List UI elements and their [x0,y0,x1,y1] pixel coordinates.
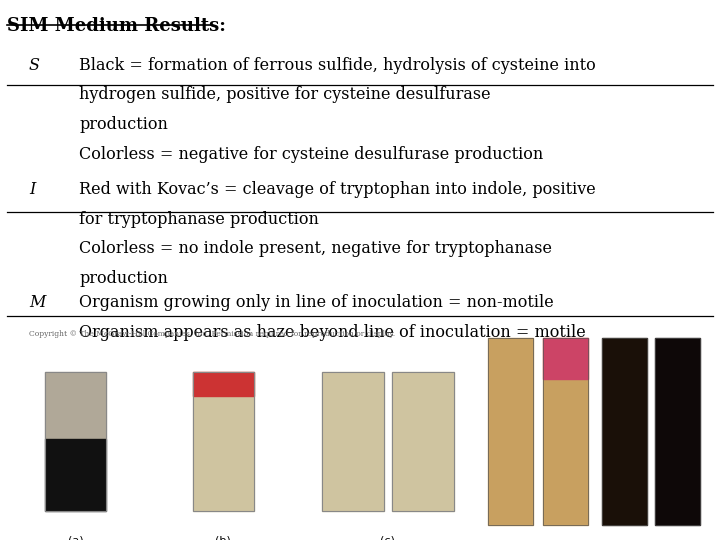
Bar [654,338,700,525]
Text: Colorless = no indole present, negative for tryptophanase: Colorless = no indole present, negative … [79,240,552,257]
Bar [603,338,647,525]
Bar [322,372,384,511]
Text: M: M [29,294,45,311]
Bar [488,338,534,525]
Bar [322,372,384,511]
Text: (a): (a) [68,535,84,540]
Text: production: production [79,270,168,287]
Text: Red with Kovac’s = cleavage of tryptophan into indole, positive: Red with Kovac’s = cleavage of tryptopha… [79,181,596,198]
Bar [193,372,254,396]
Text: Organism growing only in line of inoculation = non-motile: Organism growing only in line of inocula… [79,294,554,311]
Text: Organism appears as haze beyond line of inoculation = motile: Organism appears as haze beyond line of … [79,324,586,341]
Bar [543,338,588,525]
Text: I: I [29,181,35,198]
Bar [603,338,647,525]
Bar [488,338,534,525]
Text: (b): (b) [215,535,231,540]
Bar [543,338,588,380]
Text: Copyright © The McGraw-Hill Companies, Inc. Permission required for reproduction: Copyright © The McGraw-Hill Companies, I… [29,330,395,339]
Bar [193,372,254,511]
Text: production: production [79,116,168,133]
Text: Colorless = negative for cysteine desulfurase production: Colorless = negative for cysteine desulf… [79,146,544,163]
Text: S: S [29,57,40,73]
Bar [392,372,454,511]
Bar [45,438,107,511]
Text: Black = formation of ferrous sulfide, hydrolysis of cysteine into: Black = formation of ferrous sulfide, hy… [79,57,596,73]
Text: hydrogen sulfide, positive for cysteine desulfurase: hydrogen sulfide, positive for cysteine … [79,86,491,103]
Bar [45,372,107,438]
Text: SIM Medium Results:: SIM Medium Results: [7,17,226,35]
Bar [543,338,588,525]
Text: for tryptophanase production: for tryptophanase production [79,211,319,227]
Bar [45,372,107,511]
Bar [392,372,454,511]
Bar [193,372,254,511]
Text: (c): (c) [379,535,395,540]
Bar [654,338,700,525]
